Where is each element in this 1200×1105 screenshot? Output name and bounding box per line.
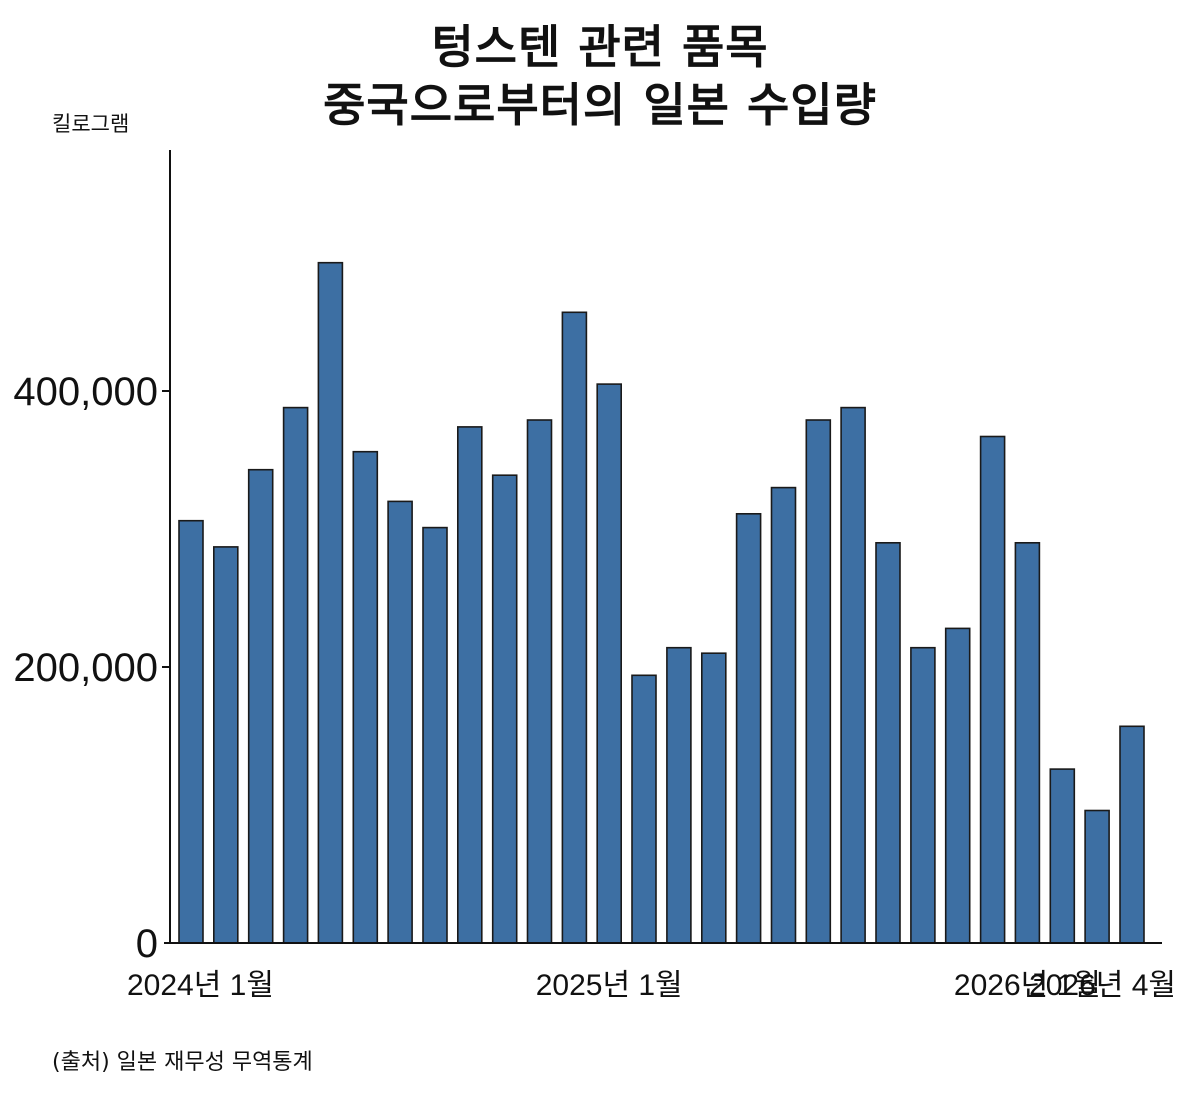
bar-2024-03 (247, 468, 274, 944)
y-tick-label-200000: 200,000 (13, 646, 158, 690)
bar-2024-10 (491, 474, 518, 944)
y-axis-unit-label: 킬로그램 (52, 112, 130, 136)
chart-title-line2: 중국으로부터의 일본 수입량 (323, 78, 877, 132)
source-note: (출처) 일본 재무성 무역통계 (52, 1050, 313, 1075)
bar-2025-12 (979, 435, 1006, 944)
y-ticks-group: 0 200,000 400,000 (13, 370, 170, 966)
y-tick-label-0: 0 (136, 922, 158, 966)
bar-2026-01 (1014, 541, 1041, 944)
bar-2026-04 (1119, 725, 1145, 944)
bar-2025-03 (666, 646, 692, 944)
bar-2026-02 (1049, 768, 1076, 944)
bar-2025-08 (840, 406, 866, 944)
bar-2024-09 (456, 426, 483, 944)
bar-2024-08 (422, 526, 448, 944)
bar-2024-06 (352, 450, 379, 944)
x-tick-label-24: 2026년 1월 (954, 969, 1101, 1002)
x-tick-label-27: 2026년 4월 (1029, 969, 1176, 1002)
bar-2024-07 (387, 500, 413, 944)
bar-2024-01 (178, 519, 204, 944)
y-tick-label-400000: 400,000 (13, 370, 158, 414)
bar-2025-04 (700, 652, 727, 944)
bar-2025-05 (735, 512, 762, 944)
bar-2024-11 (526, 419, 553, 944)
bar-2025-01 (596, 383, 623, 944)
bar-2025-02 (631, 674, 657, 944)
x-tick-label-12: 2025년 1월 (536, 969, 683, 1002)
bar-2024-05 (317, 261, 344, 944)
bar-2025-09 (875, 541, 901, 944)
bar-2025-11 (944, 627, 971, 944)
bar-2024-02 (213, 546, 239, 944)
chart-title: 텅스텐 관련 품목 중국으로부터의 일본 수입량 (0, 18, 1200, 134)
bar-2024-12 (561, 311, 588, 944)
bars-group (178, 261, 1145, 944)
bar-2024-04 (282, 406, 309, 944)
bar-2025-10 (910, 646, 936, 944)
x-tick-label-0: 2024년 1월 (127, 969, 274, 1002)
axes-group (164, 150, 1162, 944)
chart-title-line1: 텅스텐 관련 품목 (431, 20, 769, 74)
bar-2026-03 (1084, 809, 1110, 944)
bar-2025-07 (805, 419, 832, 944)
bar-2025-06 (770, 486, 797, 944)
